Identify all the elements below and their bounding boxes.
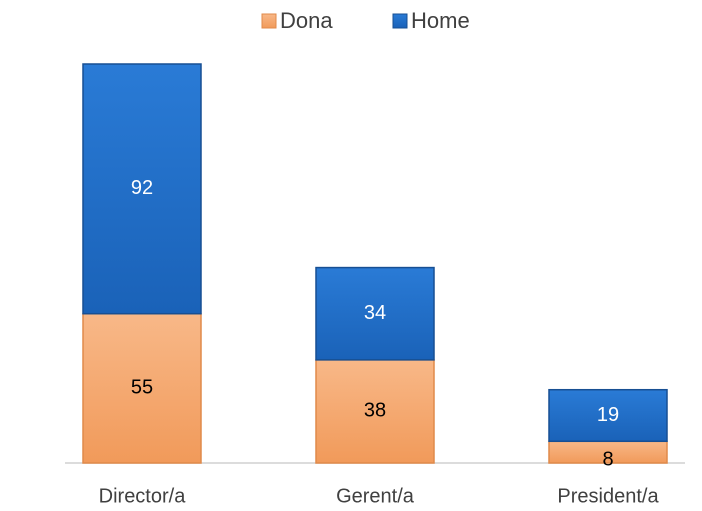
- data-label: 8: [602, 448, 613, 470]
- data-label: 92: [131, 177, 153, 199]
- x-tick-label: Director/a: [99, 485, 187, 507]
- legend-label: Dona: [280, 8, 333, 33]
- data-label: 55: [131, 377, 153, 399]
- x-tick-label: President/a: [557, 485, 659, 507]
- legend-swatch: [392, 13, 408, 29]
- bar-segment: [315, 266, 435, 361]
- legend-label: Home: [411, 8, 470, 33]
- data-label: 34: [364, 302, 386, 324]
- data-label: 38: [364, 400, 386, 422]
- legend-swatch: [261, 13, 277, 29]
- bar-segment: [82, 312, 202, 464]
- bar-segment: [548, 388, 668, 443]
- x-tick-label: Gerent/a: [336, 485, 415, 507]
- bar-segment: [82, 63, 202, 315]
- data-label: 19: [597, 404, 619, 426]
